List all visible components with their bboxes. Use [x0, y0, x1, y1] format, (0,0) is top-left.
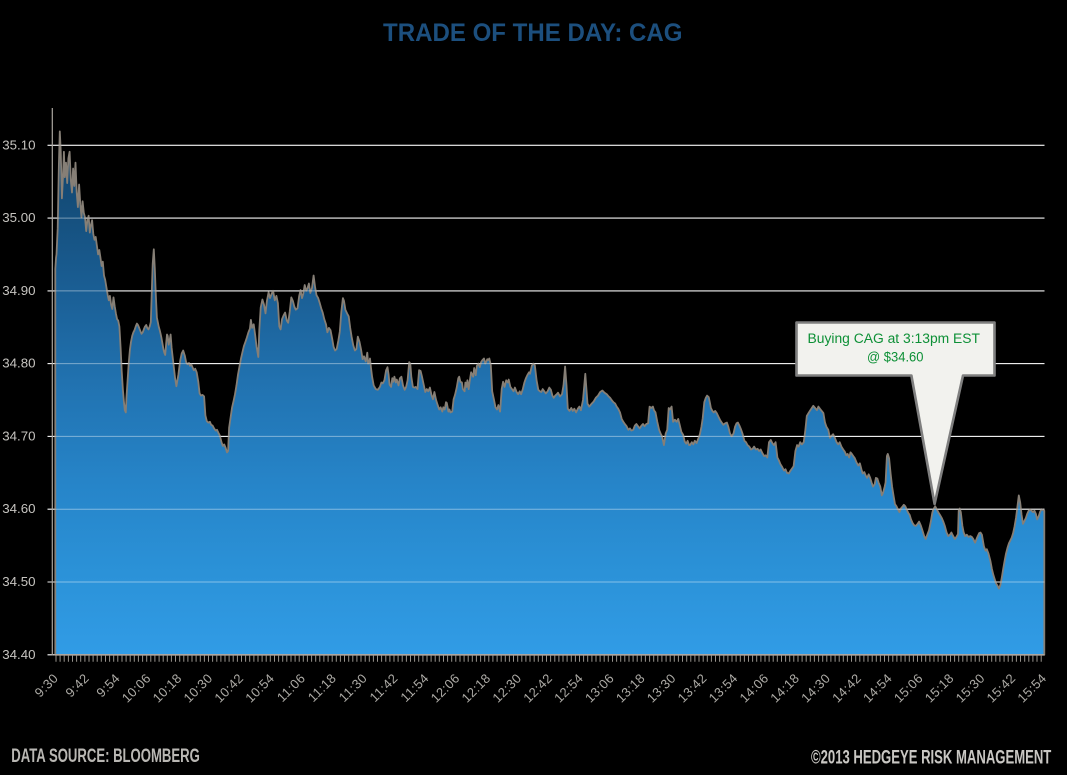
svg-text:34.80: 34.80	[2, 356, 35, 371]
svg-text:Buying CAG at 3:13pm EST: Buying CAG at 3:13pm EST	[808, 331, 981, 346]
svg-text:©2013 HEDGEYE RISK MANAGEMENT: ©2013 HEDGEYE RISK MANAGEMENT	[811, 746, 1051, 768]
svg-text:35.00: 35.00	[2, 210, 35, 225]
svg-text:TRADE OF THE DAY: CAG: TRADE OF THE DAY: CAG	[383, 19, 683, 47]
svg-text:34.40: 34.40	[2, 647, 35, 662]
svg-text:34.70: 34.70	[2, 428, 35, 443]
svg-text:DATA SOURCE: BLOOMBERG: DATA SOURCE: BLOOMBERG	[11, 745, 200, 767]
svg-text:35.10: 35.10	[2, 137, 35, 152]
svg-text:34.90: 34.90	[2, 283, 35, 298]
svg-text:34.60: 34.60	[2, 501, 35, 516]
svg-text:34.50: 34.50	[2, 574, 35, 589]
svg-text:@ $34.60: @ $34.60	[867, 349, 924, 364]
